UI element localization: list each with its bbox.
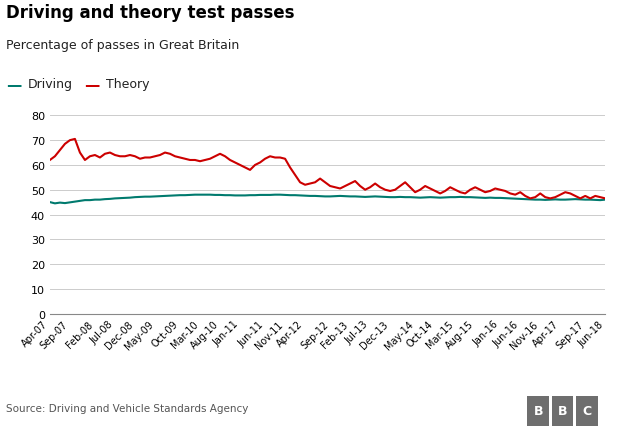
Text: Source: Driving and Vehicle Standards Agency: Source: Driving and Vehicle Standards Ag… [6,403,248,413]
Text: —: — [84,77,100,92]
Text: Driving and theory test passes: Driving and theory test passes [6,4,295,22]
Text: Driving: Driving [28,77,73,90]
Text: B: B [534,404,543,417]
Text: Percentage of passes in Great Britain: Percentage of passes in Great Britain [6,39,240,52]
Text: Theory: Theory [106,77,150,90]
Text: C: C [582,404,592,417]
Text: B: B [558,404,567,417]
Text: —: — [6,77,22,92]
